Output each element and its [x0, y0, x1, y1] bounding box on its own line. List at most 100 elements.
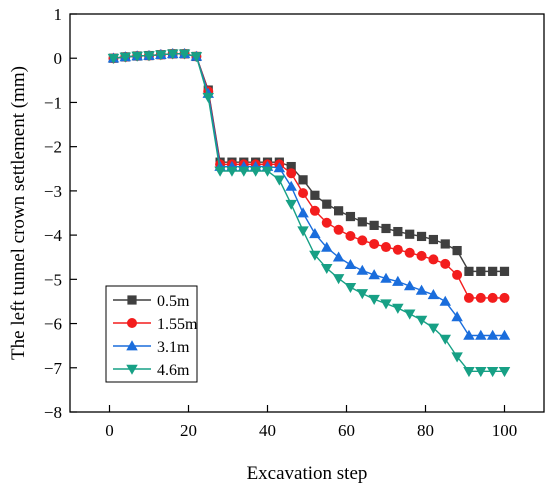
- data-point: [286, 161, 296, 172]
- data-point: [415, 284, 428, 295]
- data-point: [321, 217, 332, 228]
- data-point: [369, 220, 379, 230]
- legend-marker: [127, 295, 137, 305]
- series-line: [113, 53, 505, 373]
- y-tick-label: −7: [44, 359, 63, 378]
- data-point: [178, 49, 191, 60]
- data-point: [344, 282, 357, 294]
- data-point: [381, 242, 391, 253]
- data-point: [380, 272, 392, 283]
- series-1_55m: [108, 48, 510, 303]
- data-point: [368, 269, 380, 280]
- data-point: [487, 292, 498, 303]
- data-point: [427, 323, 440, 334]
- data-point: [202, 92, 214, 103]
- data-point: [428, 234, 438, 245]
- data-point: [309, 228, 321, 239]
- data-point: [261, 166, 274, 177]
- data-point: [416, 250, 427, 261]
- data-point: [369, 238, 380, 249]
- x-tick-label: 60: [338, 421, 355, 440]
- data-point: [428, 254, 439, 265]
- data-point: [321, 241, 333, 252]
- data-point: [403, 280, 416, 291]
- data-point: [155, 50, 167, 61]
- data-point: [416, 231, 427, 242]
- data-point: [476, 266, 486, 276]
- data-point: [498, 367, 511, 378]
- y-tick-label: −6: [44, 315, 62, 334]
- data-point: [332, 251, 345, 262]
- legend-marker: [126, 340, 138, 351]
- y-tick-label: −3: [44, 182, 62, 201]
- data-point: [285, 180, 297, 191]
- data-point: [403, 309, 416, 320]
- legend-marker: [127, 318, 137, 328]
- legend-label: 1.55m: [157, 316, 198, 333]
- data-point: [464, 266, 474, 276]
- data-point: [298, 175, 308, 185]
- data-point: [345, 211, 356, 222]
- data-point: [498, 329, 511, 340]
- data-point: [238, 166, 250, 177]
- y-tick-label: 1: [54, 5, 63, 24]
- data-point: [334, 206, 344, 216]
- data-point: [297, 226, 309, 237]
- data-point: [166, 49, 179, 60]
- data-point: [392, 275, 404, 286]
- y-tick-label: 0: [54, 49, 63, 68]
- data-point: [439, 334, 451, 345]
- legend-label: 4.6m: [157, 362, 190, 379]
- data-point: [131, 51, 143, 62]
- data-point: [310, 190, 320, 200]
- data-point: [439, 295, 451, 306]
- data-point: [298, 188, 309, 199]
- x-tick-label: 100: [492, 421, 518, 440]
- data-point: [392, 244, 403, 255]
- data-point: [415, 315, 428, 326]
- plot-frame: [69, 13, 545, 413]
- y-tick-label: −2: [44, 138, 62, 157]
- data-point: [392, 303, 404, 314]
- data-point: [357, 217, 367, 227]
- data-point: [451, 311, 463, 322]
- data-point: [488, 266, 498, 276]
- x-axis: 0 20 40 60 80 100: [105, 405, 517, 440]
- data-point: [404, 247, 415, 258]
- series-layer: [107, 48, 511, 378]
- legend-label: 0.5m: [157, 293, 190, 310]
- data-point: [393, 226, 403, 237]
- data-point: [322, 199, 332, 209]
- x-tick-label: 80: [417, 421, 434, 440]
- legend: 0.5m 1.55m 3.1m 4.6m: [105, 285, 198, 383]
- data-point: [309, 205, 320, 216]
- data-point: [427, 289, 440, 300]
- data-point: [475, 329, 487, 340]
- data-point: [357, 235, 368, 246]
- data-point: [344, 258, 357, 270]
- data-point: [119, 52, 132, 63]
- data-point: [463, 292, 474, 303]
- data-point: [297, 207, 309, 218]
- x-axis-title: Excavation step: [247, 463, 368, 484]
- data-point: [463, 367, 475, 378]
- data-point: [273, 175, 286, 186]
- data-point: [190, 52, 203, 63]
- data-point: [309, 250, 321, 261]
- x-tick-label: 0: [105, 421, 114, 440]
- y-axis-title: The left tunnel crown settlement (mm): [8, 66, 29, 360]
- data-point: [226, 166, 238, 177]
- data-point: [486, 329, 499, 340]
- data-point: [249, 166, 262, 177]
- series-4_6m: [107, 49, 511, 378]
- data-point: [381, 223, 391, 234]
- y-axis: 1 0 −1 −2 −3 −4 −5 −6 −7 −8: [44, 5, 77, 422]
- data-point: [405, 229, 415, 239]
- data-point: [499, 292, 510, 303]
- data-point: [345, 230, 356, 241]
- legend-marker: [126, 364, 138, 375]
- data-point: [451, 352, 463, 363]
- data-point: [214, 166, 226, 177]
- data-point: [321, 263, 333, 275]
